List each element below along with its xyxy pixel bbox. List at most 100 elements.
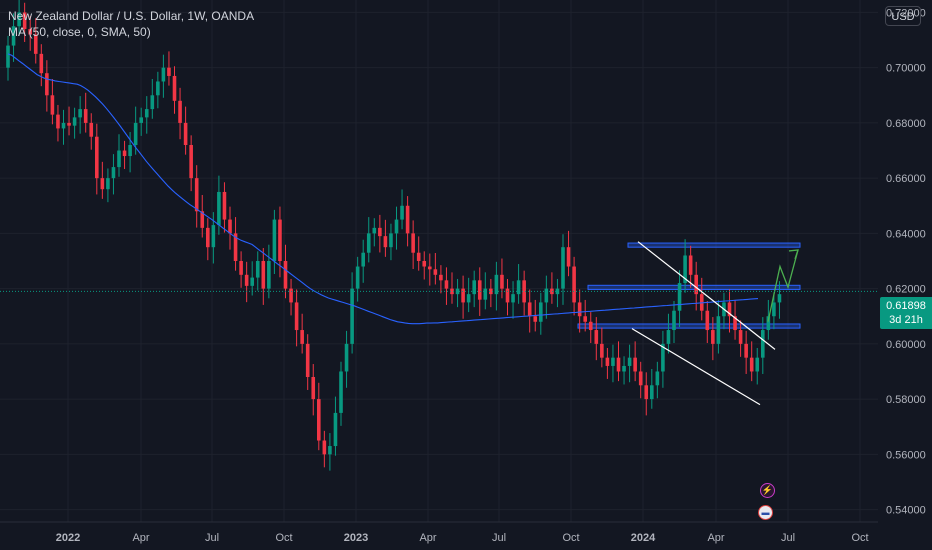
candle-body [688, 255, 693, 275]
candle-body [156, 81, 160, 96]
candle-body [189, 145, 193, 179]
candle-body [772, 302, 776, 317]
price-axis[interactable]: 0.72000 0.70000 0.68000 0.66000 0.64000 0.620… [886, 7, 926, 516]
candle-body [749, 357, 754, 372]
candle-body [11, 26, 16, 46]
bar-countdown: 3d 21h [889, 314, 923, 326]
candle-body [350, 288, 354, 344]
candle-body [411, 233, 415, 253]
candle-body [328, 446, 332, 455]
candle-body [366, 233, 371, 253]
indicator-label[interactable]: MA (50, close, 0, SMA, 50) [8, 25, 151, 39]
x-tick-label: Oct [275, 532, 292, 544]
x-tick-label: Apr [132, 532, 149, 544]
candle-body [133, 122, 138, 145]
candle-body [50, 95, 55, 115]
candle-body [294, 302, 299, 331]
y-tick-label: 0.58000 [886, 394, 926, 406]
candle-body [183, 122, 188, 145]
candle-body [17, 12, 21, 27]
candle-body [766, 316, 771, 331]
zone-box[interactable] [577, 323, 801, 329]
candle-body [400, 205, 404, 220]
x-tick-label: Jul [205, 532, 219, 544]
candle-body [233, 233, 238, 261]
candle-body [128, 145, 132, 157]
candle-body [577, 302, 582, 317]
candle-body [638, 371, 643, 386]
x-tick-label: Apr [707, 532, 724, 544]
candle-body [111, 167, 116, 179]
candle-body [433, 269, 438, 275]
candle-body [372, 227, 377, 234]
candle-body [150, 95, 155, 110]
candle-body [555, 288, 560, 295]
candle-body [89, 122, 94, 137]
candle-body [727, 302, 732, 317]
x-tick-label: 2022 [56, 532, 80, 544]
candle-body [550, 288, 554, 295]
y-tick-label: 0.68000 [886, 118, 926, 130]
candle-body [95, 136, 99, 179]
candle-body [194, 178, 199, 212]
y-tick-label: 0.54000 [886, 505, 926, 517]
y-tick-label: 0.62000 [886, 284, 926, 296]
x-tick-label: 2023 [344, 532, 368, 544]
candle-body [744, 343, 748, 358]
lightning-icon[interactable]: ⚡ [760, 483, 775, 498]
forecast-arrow[interactable] [767, 249, 799, 322]
candle-body [355, 266, 360, 289]
candle-body [672, 310, 676, 331]
candle-body [650, 385, 654, 400]
candle-body [222, 191, 227, 220]
y-tick-label: 0.60000 [886, 339, 926, 351]
candle-body [61, 122, 66, 129]
currency-button[interactable]: USD [885, 6, 921, 26]
candle-body [339, 371, 343, 413]
candle-body [516, 280, 521, 295]
symbol-title[interactable]: New Zealand Dollar / U.S. Dollar, 1W, OA… [8, 9, 255, 23]
candle-body [39, 53, 44, 74]
candle-body [206, 227, 210, 248]
candle-body [439, 274, 443, 281]
moving-average-line [7, 53, 759, 325]
grid-lines [0, 0, 878, 522]
candle-body [67, 122, 71, 126]
candle-body [167, 67, 171, 76]
candle-body [527, 302, 532, 317]
candle-body [278, 219, 282, 261]
candle-body [45, 73, 49, 96]
candle-body [605, 357, 610, 366]
candle-body [305, 343, 310, 377]
time-axis[interactable]: 2022 Apr Jul Oct 2023 Apr Jul Oct 2024 Apr Jul Oct [0, 521, 878, 544]
candle-body [72, 117, 77, 126]
zone-box[interactable] [627, 242, 801, 248]
candle-body [144, 109, 149, 118]
candle-body [422, 261, 427, 267]
candle-body [594, 330, 599, 344]
candle-body [217, 191, 221, 226]
candle-body [483, 288, 488, 300]
candle-body [106, 178, 110, 190]
candle-body [455, 288, 460, 295]
candle-body [505, 288, 510, 303]
forecast-path[interactable] [767, 249, 799, 322]
candle-body [100, 178, 105, 190]
candle-body [83, 109, 88, 123]
candle-body [139, 117, 143, 123]
x-tick-label: Jul [781, 532, 795, 544]
candle-body [272, 219, 277, 261]
candle-body [716, 316, 721, 344]
candle-body [677, 283, 682, 311]
candle-body [333, 412, 338, 447]
falling-channel-lines[interactable] [631, 241, 776, 406]
us-flag-icon[interactable]: ▬ [758, 505, 773, 520]
candle-body [611, 357, 615, 366]
channel-upper-line[interactable] [637, 241, 776, 350]
candle-body [161, 67, 166, 82]
channel-lower-line[interactable] [631, 328, 761, 406]
candle-body [78, 109, 82, 118]
candle-body [428, 266, 432, 270]
candle-body [655, 371, 660, 386]
